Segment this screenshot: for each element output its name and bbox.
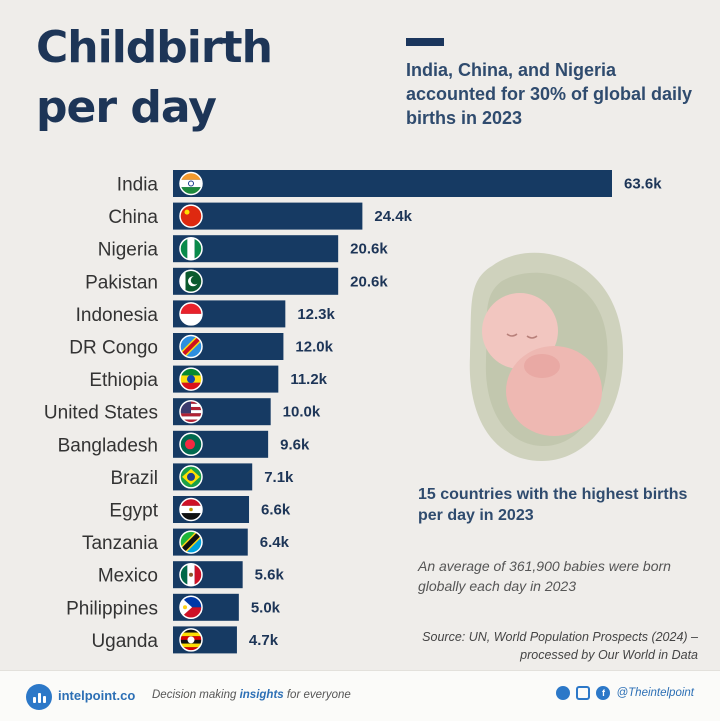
- value-label: 12.3k: [297, 306, 335, 323]
- category-label: Pakistan: [85, 272, 158, 293]
- category-label: China: [108, 207, 158, 228]
- category-label: Mexico: [98, 566, 158, 587]
- brand-link[interactable]: intelpoint.co: [58, 688, 136, 703]
- egypt-flag-icon: [179, 497, 203, 522]
- title-line-2: per day: [36, 82, 217, 133]
- value-label: 20.6k: [350, 241, 388, 258]
- title-line-1: Childbirth: [36, 22, 273, 73]
- uganda-flag-icon: [179, 628, 203, 652]
- circle-icon[interactable]: [556, 686, 571, 700]
- bar-chart: India 63.6k China 24.4k Nigeria 20.6k Pakistan…: [44, 170, 662, 654]
- note-main: 15 countries with the highest births per…: [418, 486, 688, 524]
- philippines-flag-icon: [179, 595, 203, 620]
- india-flag-icon: [179, 171, 203, 196]
- china-flag-icon: [179, 204, 203, 228]
- value-label: 6.6k: [261, 502, 291, 519]
- ethiopia-flag-icon: [179, 367, 203, 391]
- category-label: United States: [44, 403, 158, 424]
- accent-bar: [406, 38, 444, 46]
- note-average: An average of 361,900 babies were born g…: [418, 558, 671, 594]
- note-source: Source: UN, World Population Prospects (…: [422, 630, 698, 662]
- page-title: Childbirth per day: [36, 18, 273, 138]
- bangladesh-flag-icon: [179, 432, 203, 457]
- value-label: 12.0k: [295, 339, 333, 356]
- value-label: 10.0k: [283, 404, 321, 421]
- value-label: 11.2k: [290, 371, 327, 388]
- footer: intelpoint.co Decision making insights f…: [0, 670, 720, 721]
- category-label: Uganda: [91, 631, 158, 652]
- value-label: 9.6k: [280, 436, 310, 453]
- value-label: 24.4k: [374, 208, 412, 225]
- value-label: 20.6k: [350, 273, 388, 290]
- indonesia-flag-icon: [179, 302, 203, 326]
- category-label: Bangladesh: [58, 435, 158, 456]
- tagline-post: for everyone: [283, 689, 351, 701]
- tagline-pre: Decision making: [152, 689, 240, 701]
- pakistan-flag-icon: [179, 269, 203, 294]
- category-label: Egypt: [109, 501, 158, 522]
- category-label: India: [117, 175, 159, 196]
- subtitle: India, China, and Nigeria accounted for …: [406, 60, 693, 128]
- value-label: 5.6k: [255, 567, 285, 584]
- category-label: Philippines: [66, 598, 158, 619]
- usa-flag-icon: [179, 399, 203, 424]
- tanzania-flag-icon: [179, 530, 203, 554]
- instagram-icon[interactable]: [576, 686, 591, 700]
- bar-china: [173, 202, 363, 230]
- fetus-illustration-icon: [469, 252, 624, 461]
- facebook-icon[interactable]: f: [596, 686, 611, 700]
- social-handle[interactable]: @Theintelpoint: [616, 687, 694, 699]
- drcongo-flag-icon: [179, 334, 203, 359]
- category-label: Indonesia: [76, 305, 159, 326]
- value-label: 63.6k: [624, 176, 662, 193]
- category-label: Ethiopia: [89, 370, 158, 391]
- mexico-flag-icon: [179, 562, 203, 587]
- logo-icon[interactable]: [26, 684, 52, 710]
- nigeria-flag-icon: [179, 236, 203, 261]
- social-links: f @Theintelpoint: [556, 686, 694, 700]
- value-label: 4.7k: [249, 632, 279, 649]
- value-label: 5.0k: [251, 599, 281, 616]
- bar-india: [173, 170, 612, 197]
- category-label: DR Congo: [69, 338, 158, 359]
- tagline-bold: insights: [239, 689, 284, 701]
- brazil-flag-icon: [179, 465, 203, 489]
- tagline: Decision making insights for everyone: [152, 689, 351, 701]
- category-label: Brazil: [110, 468, 158, 489]
- category-label: Nigeria: [98, 240, 159, 261]
- value-label: 6.4k: [260, 534, 290, 551]
- category-label: Tanzania: [82, 533, 158, 554]
- value-label: 7.1k: [264, 469, 294, 486]
